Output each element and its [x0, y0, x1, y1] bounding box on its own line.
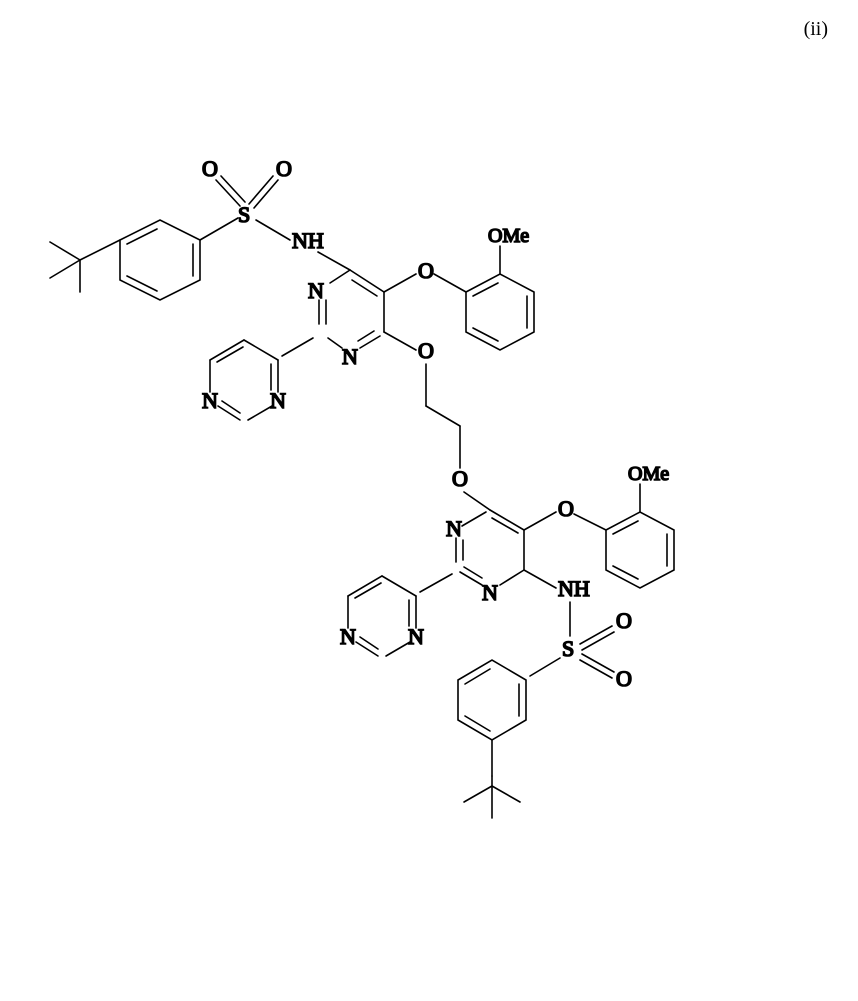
atom-Nb-top: N: [270, 388, 286, 413]
tert-butyl-bot: [464, 776, 520, 818]
atom-N3-bot: N: [446, 516, 462, 541]
methoxyphenyl-top: [466, 274, 534, 350]
sulfonyl-phenyl-bot: [458, 660, 526, 740]
atom-O-top2: O: [276, 156, 292, 181]
atom-O-aryl-top: O: [418, 258, 434, 283]
pendant-pyrimidine-bot: [348, 576, 416, 656]
atom-OMe-bot: OMe: [628, 463, 669, 485]
sulfonyl-top: [216, 176, 290, 240]
compound-label: (ii): [804, 18, 828, 41]
atom-Nb-bot: N: [408, 624, 424, 649]
atom-S-bot: S: [562, 636, 574, 661]
core-pyrimidine-bot: [456, 510, 524, 585]
atom-O-bridge-bot: O: [452, 466, 468, 491]
atom-O-bot1: O: [616, 608, 632, 633]
atom-NH-top: NH: [292, 228, 324, 253]
atom-NH-bot: NH: [558, 576, 590, 601]
sulfonyl-phenyl-top: [120, 220, 200, 300]
core-pyrimidine-top: [319, 270, 384, 348]
atom-OMe-top: OMe: [488, 225, 529, 247]
atom-O-aryl-bot: O: [558, 496, 574, 521]
atom-N1-bot: N: [482, 580, 498, 605]
atom-S-top: S: [238, 202, 250, 227]
atom-N3-top: N: [308, 278, 324, 303]
atom-Nd-top: N: [202, 388, 218, 413]
methoxyphenyl-bot: [606, 512, 674, 588]
atom-O-top1: O: [202, 156, 218, 181]
atom-N1-top: N: [342, 344, 358, 369]
chemical-structure: S O O NH N N N N O: [20, 30, 800, 980]
atom-Nd-bot: N: [340, 624, 356, 649]
atom-O-bot2: O: [616, 666, 632, 691]
ethylene-bridge: [426, 364, 460, 468]
pendant-pyrimidine-top: [210, 340, 278, 420]
tert-butyl-top: [50, 240, 120, 292]
atom-O-bridge-top: O: [418, 338, 434, 363]
